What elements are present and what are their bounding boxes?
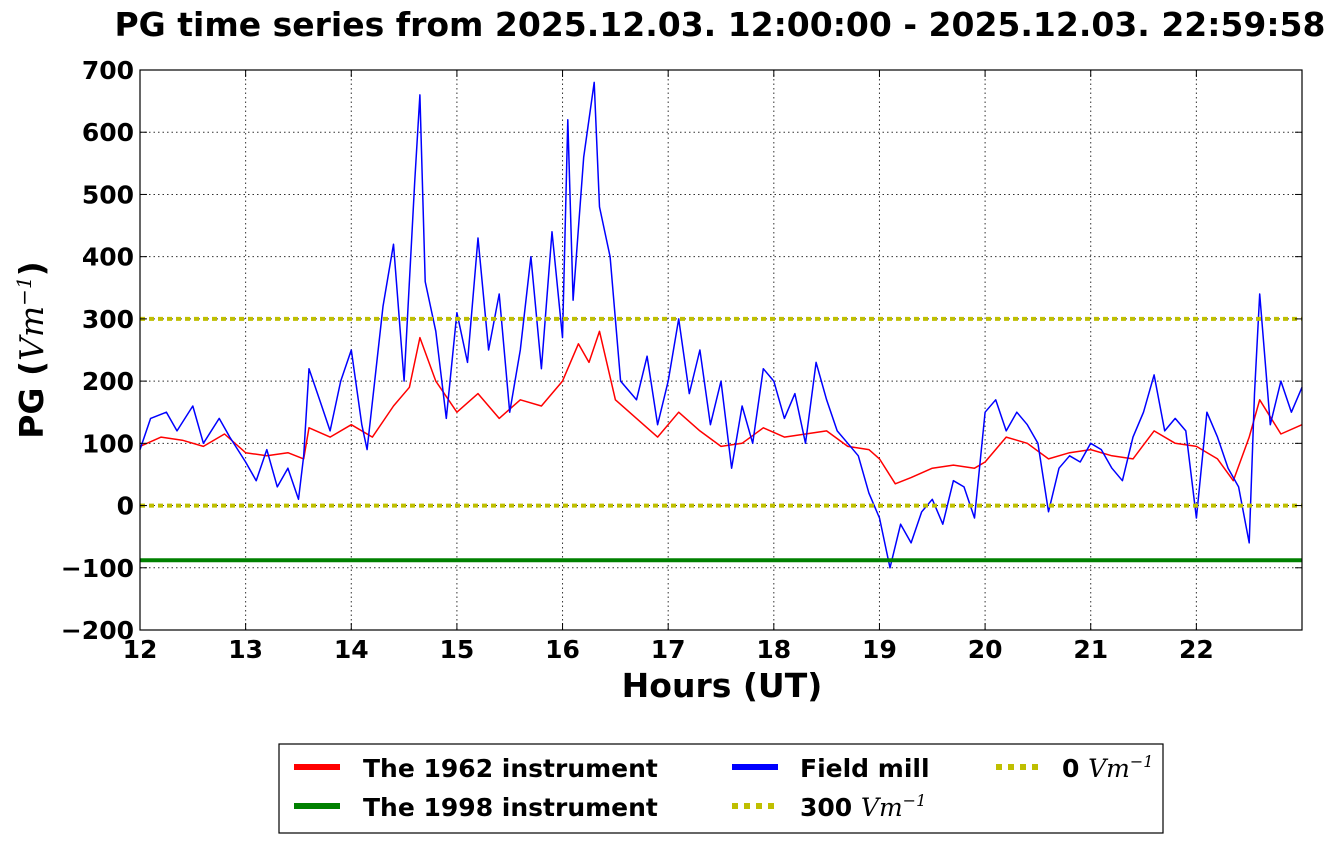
x-tick-label-8: 20 [968, 635, 1003, 664]
x-tick-label-3: 15 [440, 635, 475, 664]
y-tick-label-7: 500 [82, 180, 134, 209]
legend-label-0-unit: Vm [1088, 754, 1130, 783]
grid [140, 70, 1302, 630]
x-tick-label-10: 22 [1179, 635, 1214, 664]
y-tick-label-0: −200 [61, 616, 134, 645]
x-tick-label-2: 14 [334, 635, 369, 664]
legend-label-0-number: 0 [1062, 754, 1088, 783]
legend-label-0-exponent: −1 [1130, 752, 1154, 771]
y-tick-label-5: 300 [82, 305, 134, 334]
legend-label-300-unit: Vm [861, 793, 903, 822]
x-tick-label-4: 16 [545, 635, 580, 664]
legend-label-1962: The 1962 instrument [363, 754, 658, 783]
legend-label-300: 300 Vm−1 [800, 791, 926, 822]
chart-title: PG time series from 2025.12.03. 12:00:00… [115, 5, 1326, 44]
series-lines [139, 81, 1303, 569]
y-tick-label-4: 200 [82, 367, 134, 396]
y-axis-label: PG (Vm−1) [12, 261, 51, 439]
series-line-2 [139, 81, 1303, 569]
x-axis-label: Hours (UT) [622, 666, 823, 705]
y-axis-label-suffix: ) [12, 261, 51, 276]
x-tick-label-1: 13 [228, 635, 263, 664]
legend-label-300-number: 300 [800, 793, 861, 822]
legend-label-300-exponent: −1 [903, 791, 927, 810]
legend: The 1962 instrument The 1998 instrument … [278, 743, 1164, 834]
y-tick-label-9: 700 [82, 56, 134, 85]
plot-frame [139, 69, 1303, 631]
y-tick-label-2: 0 [117, 492, 134, 521]
y-tick-label-6: 400 [82, 243, 134, 272]
x-tick-label-7: 19 [862, 635, 897, 664]
x-tick-label-9: 21 [1073, 635, 1108, 664]
y-axis-label-prefix: PG ( [12, 361, 51, 439]
y-axis-label-exponent: −1 [12, 276, 36, 305]
x-tick-label-5: 17 [651, 635, 686, 664]
y-tick-label-1: −100 [61, 554, 134, 583]
y-axis-ticks: −200 −100 0 100 200 300 400 500 600 700 [61, 56, 1302, 645]
x-tick-label-0: 12 [123, 635, 158, 664]
y-tick-label-8: 600 [82, 118, 134, 147]
x-axis-ticks: 12 13 14 15 16 17 18 19 20 21 22 [123, 70, 1214, 664]
legend-label-field-mill: Field mill [800, 754, 930, 783]
series-line-0 [139, 330, 1303, 485]
legend-box [278, 743, 1164, 834]
x-tick-label-6: 18 [756, 635, 791, 664]
reference-lines [140, 316, 1302, 508]
y-axis-label-unit: Vm [12, 306, 51, 361]
legend-label-1998: The 1998 instrument [363, 793, 658, 822]
y-tick-label-3: 100 [82, 429, 134, 458]
legend-label-0: 0 Vm−1 [1062, 752, 1153, 783]
